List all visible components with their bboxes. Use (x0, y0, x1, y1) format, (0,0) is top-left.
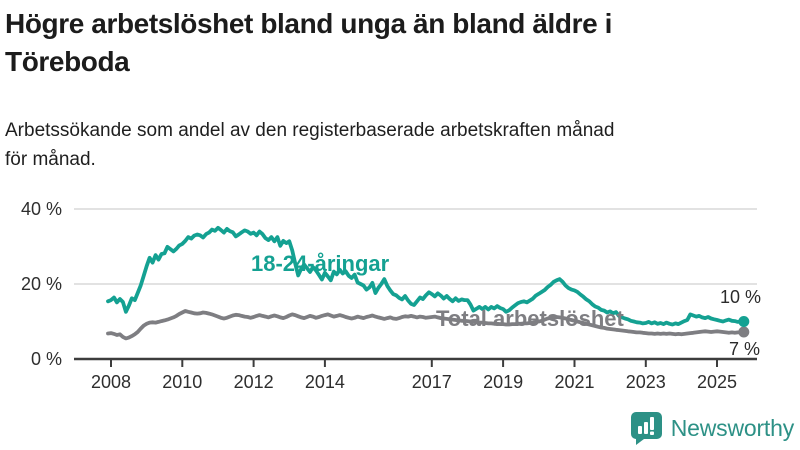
x-tick-label-2021: 2021 (554, 372, 594, 392)
newsworthy-logo-icon (630, 412, 662, 445)
y-tick-label-20: 20 % (21, 274, 62, 294)
newsworthy-logo-text: Newsworthy (670, 415, 794, 441)
x-tick-labels: 2008 2010 2012 2014 2017 2019 2021 2023 … (91, 372, 737, 392)
page-title-line1: Högre arbetslöshet bland unga än bland ä… (5, 8, 613, 39)
x-tick-label-2019: 2019 (483, 372, 523, 392)
bar-2 (643, 422, 648, 434)
chart-subtitle-line1: Arbetssökande som andel av den registerb… (5, 120, 615, 141)
newsworthy-logo[interactable]: Newsworthy (630, 411, 794, 446)
youth-series-label: 18-24-åringar (251, 251, 390, 276)
exclamation-dot (649, 431, 654, 435)
youth-unemployment-line (106, 225, 746, 327)
x-tick-label-2023: 2023 (626, 372, 666, 392)
x-ticks (110, 359, 718, 367)
y-tick-label-40: 40 % (21, 199, 62, 219)
youth-end-value-label: 10 % (720, 287, 762, 307)
total-end-value-label: 7 % (729, 339, 761, 359)
x-tick-label-2014: 2014 (305, 372, 345, 392)
line-chart: 0 % 20 % 40 % 2008 2010 2012 2014 2017 2… (21, 199, 757, 392)
chart-subtitle: Arbetssökande som andel av den registerb… (5, 116, 765, 174)
page-title-line2: Töreboda (5, 46, 130, 77)
bar-exclamation (649, 417, 654, 430)
x-tick-label-2010: 2010 (162, 372, 202, 392)
y-tick-label-0: 0 % (31, 349, 62, 369)
x-tick-label-2012: 2012 (234, 372, 274, 392)
x-tick-label-2017: 2017 (412, 372, 452, 392)
x-tick-label-2008: 2008 (91, 372, 131, 392)
page-title: Högre arbetslöshet bland unga än bland ä… (5, 5, 797, 81)
youth-end-dot (738, 316, 750, 327)
total-unemployment-line (106, 309, 746, 341)
x-tick-label-2025: 2025 (697, 372, 737, 392)
chart-subtitle-line2: för månad. (5, 149, 96, 170)
total-end-dot (738, 326, 750, 338)
bar-1 (637, 426, 642, 434)
total-series-label: Total arbetslöshet (436, 306, 624, 331)
